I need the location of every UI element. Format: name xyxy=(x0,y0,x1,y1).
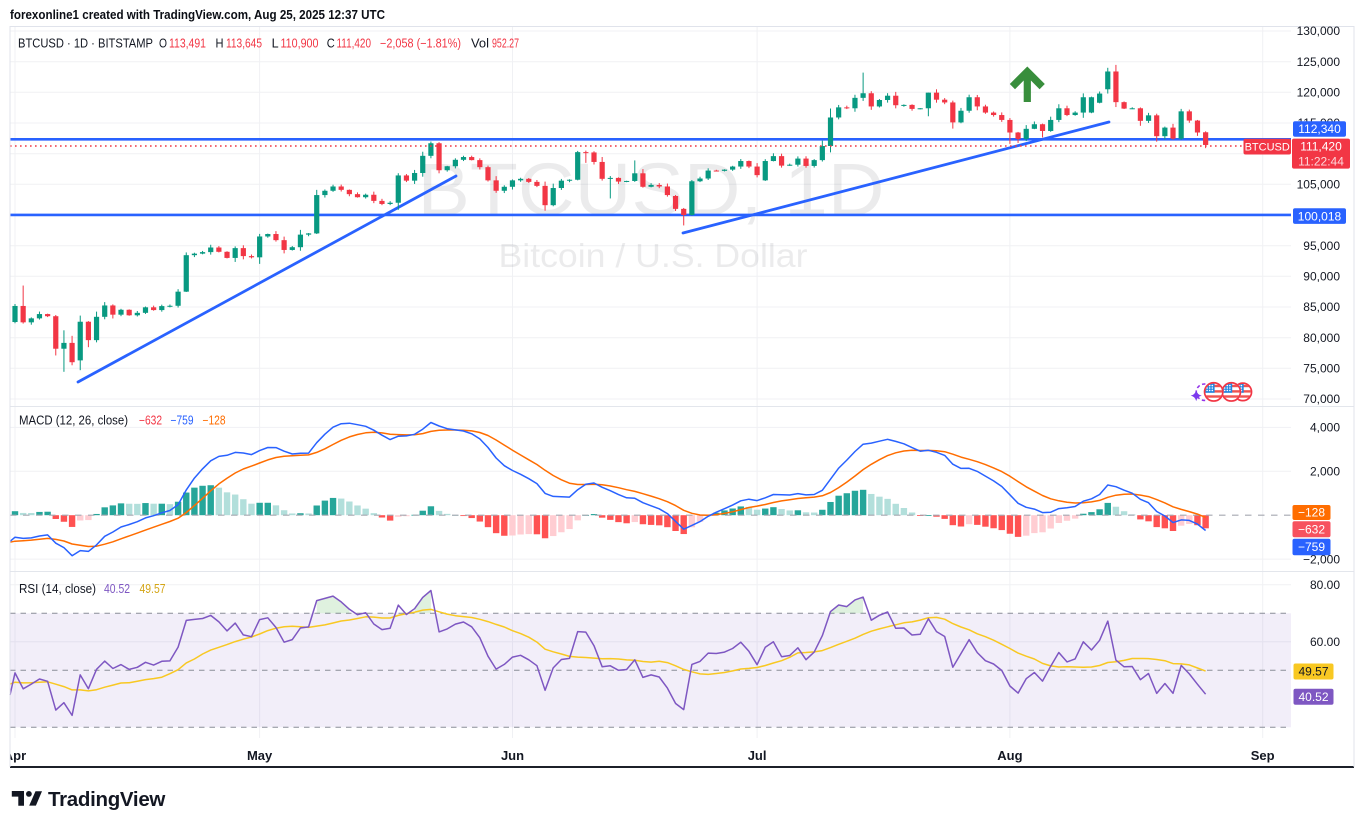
svg-text:80,000: 80,000 xyxy=(1303,331,1340,345)
svg-text:RSI (14, close): RSI (14, close) xyxy=(19,582,96,596)
svg-text:40.52: 40.52 xyxy=(1298,690,1328,704)
svg-text:forexonline1 created with Trad: forexonline1 created with TradingView.co… xyxy=(10,7,385,22)
svg-text:60.00: 60.00 xyxy=(1310,635,1340,649)
svg-text:2,000: 2,000 xyxy=(1310,465,1340,479)
svg-text:95,000: 95,000 xyxy=(1303,239,1340,253)
svg-text:−128: −128 xyxy=(1298,506,1325,520)
svg-text:TradingView: TradingView xyxy=(48,788,165,811)
svg-text:11:22:44: 11:22:44 xyxy=(1298,154,1344,168)
svg-text:−632: −632 xyxy=(1298,522,1325,536)
svg-text:−759: −759 xyxy=(1298,540,1325,554)
svg-text:−128: −128 xyxy=(203,414,226,428)
svg-text:Bitcoin / U.S. Dollar: Bitcoin / U.S. Dollar xyxy=(499,237,808,274)
svg-text:MACD (12, 26, close): MACD (12, 26, close) xyxy=(19,414,128,428)
svg-text:Jun: Jun xyxy=(501,748,524,763)
svg-text:130,000: 130,000 xyxy=(1297,24,1341,38)
svg-text:85,000: 85,000 xyxy=(1303,300,1340,314)
svg-text:90,000: 90,000 xyxy=(1303,270,1340,284)
svg-text:4,000: 4,000 xyxy=(1310,421,1340,435)
svg-text:49.57: 49.57 xyxy=(140,582,166,596)
svg-text:113,491: 113,491 xyxy=(169,37,206,51)
svg-text:−632: −632 xyxy=(139,414,162,428)
svg-text:Vol: Vol xyxy=(471,37,489,51)
svg-text:80.00: 80.00 xyxy=(1310,578,1340,592)
svg-text:111,420: 111,420 xyxy=(337,37,372,51)
svg-text:70,000: 70,000 xyxy=(1303,392,1340,406)
svg-text:111,420: 111,420 xyxy=(1300,139,1342,153)
svg-text:120,000: 120,000 xyxy=(1297,86,1341,100)
svg-text:May: May xyxy=(247,748,273,763)
svg-text:40.52: 40.52 xyxy=(104,582,130,596)
svg-text:−759: −759 xyxy=(171,414,194,428)
svg-text:110,900: 110,900 xyxy=(281,37,319,51)
svg-text:H: H xyxy=(216,37,224,51)
svg-text:Apr: Apr xyxy=(4,748,26,763)
svg-text:BTCUSD · 1D · BITSTAMP: BTCUSD · 1D · BITSTAMP xyxy=(18,37,153,51)
svg-text:100,018: 100,018 xyxy=(1298,209,1342,223)
svg-text:49.57: 49.57 xyxy=(1298,665,1328,679)
svg-text:Sep: Sep xyxy=(1251,748,1275,763)
svg-text:952.27: 952.27 xyxy=(492,37,519,51)
svg-text:105,000: 105,000 xyxy=(1297,178,1341,192)
svg-text:Jul: Jul xyxy=(748,748,767,763)
svg-text:L: L xyxy=(272,37,279,51)
svg-text:113,645: 113,645 xyxy=(226,37,262,51)
svg-text:125,000: 125,000 xyxy=(1297,55,1341,69)
svg-text:75,000: 75,000 xyxy=(1303,362,1340,376)
svg-text:BTCUSD: BTCUSD xyxy=(1245,142,1290,154)
svg-text:112,340: 112,340 xyxy=(1298,122,1341,136)
svg-text:Aug: Aug xyxy=(997,748,1022,763)
svg-text:−2,058 (−1.81%): −2,058 (−1.81%) xyxy=(380,37,461,51)
svg-text:O: O xyxy=(159,37,167,51)
svg-text:−2,000: −2,000 xyxy=(1303,552,1340,566)
svg-text:C: C xyxy=(327,37,335,51)
